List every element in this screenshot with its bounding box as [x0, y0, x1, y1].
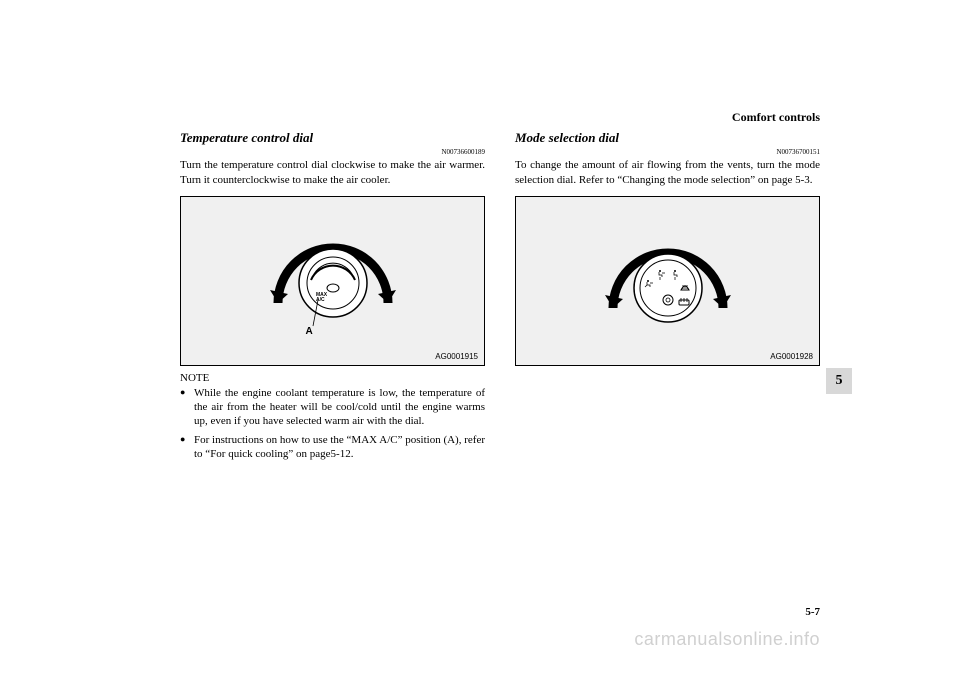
note-item: While the engine coolant temperature is … — [194, 386, 485, 429]
mode-dial-illustration — [583, 208, 753, 353]
chapter-tab: 5 — [826, 368, 852, 394]
temp-dial-title: Temperature control dial — [180, 130, 485, 146]
note-item: For instructions on how to use the “MAX … — [194, 433, 485, 462]
mode-dial-title: Mode selection dial — [515, 130, 820, 146]
temp-dial-para: Turn the temperature control dial clockw… — [180, 158, 485, 188]
mode-dial-para: To change the amount of air flowing from… — [515, 158, 820, 188]
note-label: NOTE — [180, 372, 485, 384]
right-column: Mode selection dial N00736700151 To chan… — [515, 130, 820, 465]
manual-page: Comfort controls Temperature control dia… — [0, 0, 960, 678]
mode-fig-id: AG0001928 — [770, 352, 813, 361]
section-header: Comfort controls — [732, 110, 820, 125]
figure-label-a: A — [306, 326, 313, 337]
temp-dial-figure: MAX A/C A AG0001915 — [180, 196, 485, 366]
content-columns: Temperature control dial N00736600189 Tu… — [180, 130, 820, 465]
temp-dial-illustration: MAX A/C A — [248, 208, 418, 353]
page-number: 5-7 — [805, 606, 820, 618]
note-list: While the engine coolant temperature is … — [180, 386, 485, 461]
temp-fig-id: AG0001915 — [435, 352, 478, 361]
left-column: Temperature control dial N00736600189 Tu… — [180, 130, 485, 465]
watermark: carmanualsonline.info — [634, 629, 820, 650]
mode-dial-docid: N00736700151 — [515, 148, 820, 156]
mode-dial-figure: AG0001928 — [515, 196, 820, 366]
temp-dial-docid: N00736600189 — [180, 148, 485, 156]
